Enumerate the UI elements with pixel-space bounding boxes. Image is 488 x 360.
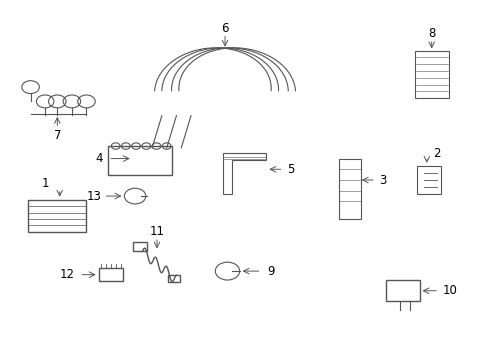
Text: 13: 13 bbox=[86, 190, 101, 203]
Text: 12: 12 bbox=[60, 268, 74, 281]
Text: 3: 3 bbox=[379, 174, 386, 186]
Text: 6: 6 bbox=[221, 22, 228, 35]
Text: 9: 9 bbox=[267, 265, 274, 278]
Text: 2: 2 bbox=[432, 147, 439, 160]
Text: 8: 8 bbox=[427, 27, 434, 40]
Text: 10: 10 bbox=[441, 284, 456, 297]
Text: 1: 1 bbox=[41, 177, 49, 190]
Text: 11: 11 bbox=[149, 225, 164, 238]
Text: 7: 7 bbox=[54, 129, 61, 142]
Text: 5: 5 bbox=[286, 163, 294, 176]
Text: 4: 4 bbox=[95, 152, 102, 165]
